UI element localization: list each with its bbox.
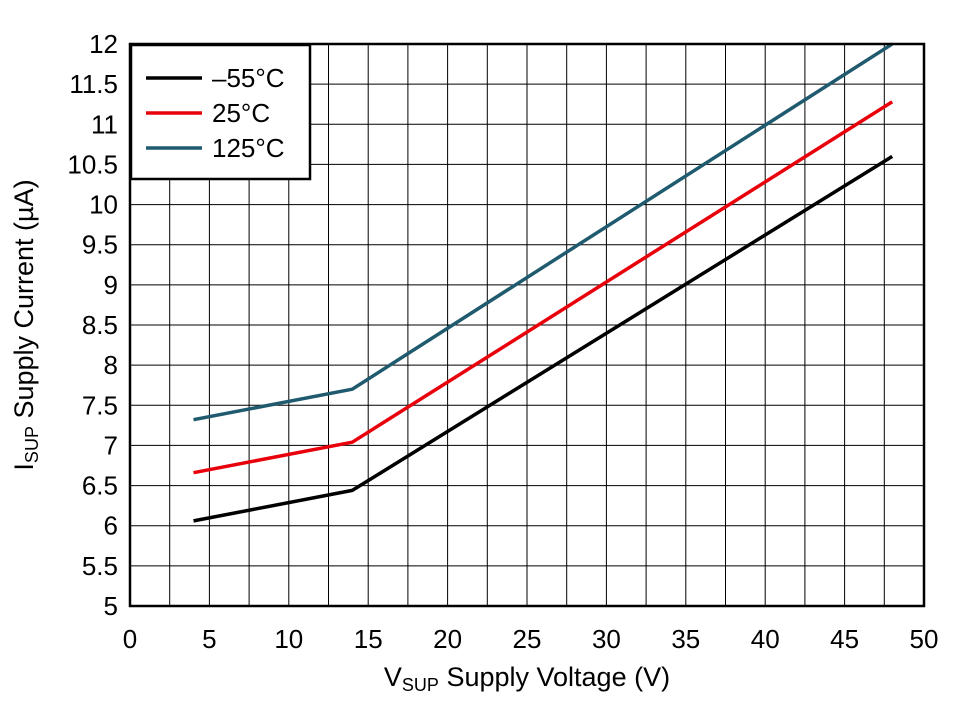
y-tick-label: 6.5 [82,471,118,501]
series-line-1 [193,100,894,475]
x-tick-label: 15 [354,624,383,654]
y-tick-label: 5 [104,591,118,621]
y-tick-label: 9.5 [82,230,118,260]
x-tick-label: 0 [123,624,137,654]
y-axis-label: ISUP Supply Current (µA) [9,179,42,470]
x-tick-label: 40 [751,624,780,654]
x-tick-label: 10 [274,624,303,654]
legend-label-0: –55°C [212,63,285,93]
x-axis-label-prefix: V [384,662,402,692]
y-tick-label: 5.5 [82,551,118,581]
series-line-2 [193,42,894,422]
y-tick-label: 8 [104,350,118,380]
legend: –55°C 25°C 125°C [129,43,312,181]
y-axis-label-text: Supply Current (µA) [9,179,39,426]
y-tick-label: 12 [89,29,118,59]
y-tick-label: 11 [91,109,118,139]
x-axis-label-text: Supply Voltage (V) [439,662,670,692]
y-tick-label: 7.5 [82,390,118,420]
x-tick-label: 45 [830,624,859,654]
y-axis-label-subscript: SUP [22,426,42,463]
x-tick-label: 20 [433,624,462,654]
x-tick-label: 30 [592,624,621,654]
x-tick-label: 35 [671,624,700,654]
x-axis-label: VSUP Supply Voltage (V) [384,662,670,695]
plot-frame [128,42,926,608]
x-tick-label: 25 [513,624,542,654]
y-tick-label: 8.5 [82,310,118,340]
x-tick-label: 50 [910,624,939,654]
grid-layer [130,44,924,606]
y-tick-label: 11.5 [69,69,118,99]
x-tick-labels: 0 5 10 15 20 25 30 35 40 45 50 [123,624,939,654]
y-tick-label: 9 [104,270,118,300]
x-axis-label-subscript: SUP [402,675,439,695]
y-axis-label-prefix: I [9,463,39,471]
series-layer [193,42,894,523]
legend-entries: –55°C 25°C 125°C [146,63,285,163]
y-tick-label: 6 [104,511,118,541]
y-tick-labels: 5 5.5 6 6.5 7 7.5 8 8.5 9 9.5 10 10.5 11 11.5 12 [67,29,118,621]
legend-label-1: 25°C [212,98,270,128]
y-tick-label: 10 [89,190,118,220]
y-tick-label: 7 [104,430,118,460]
legend-label-2: 125°C [212,133,285,163]
y-tick-label: 10.5 [67,149,118,179]
series-line-0 [193,154,894,523]
x-tick-label: 5 [202,624,216,654]
